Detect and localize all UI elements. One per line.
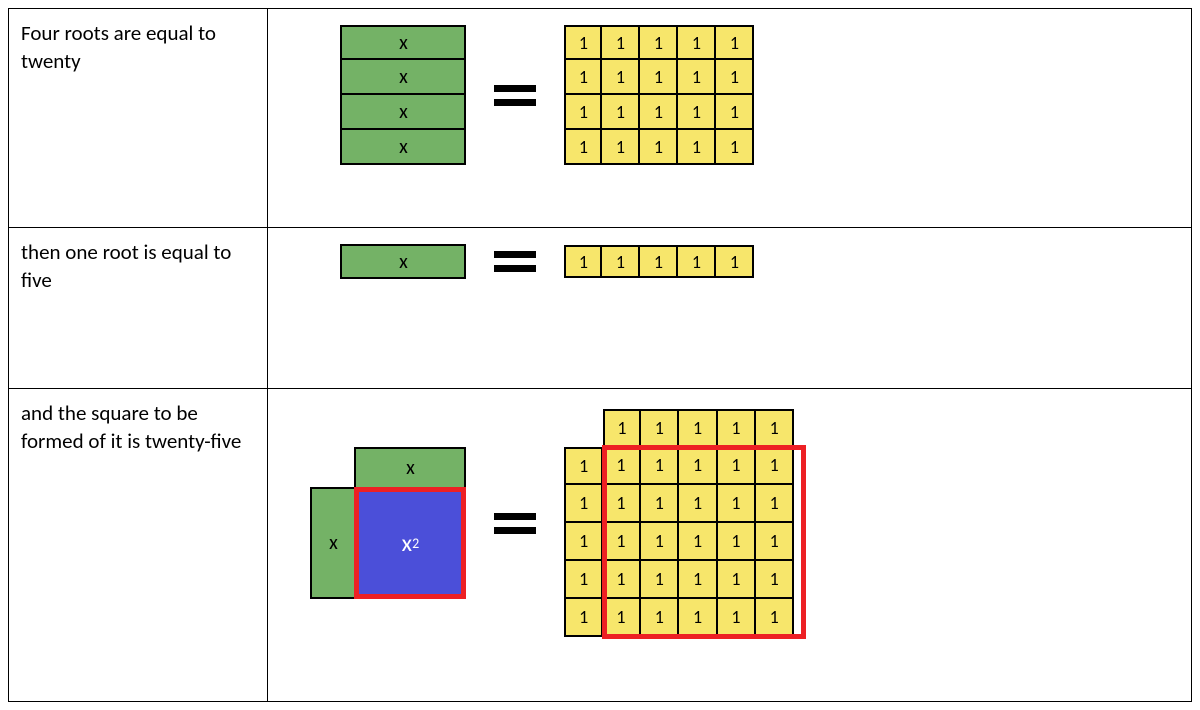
unit-tile: 1 [718,409,756,447]
row3-text-cell: and the square to be formed of it is twe… [9,389,268,702]
unit-tile: 1 [641,523,679,561]
unit-tile: 1 [564,523,602,561]
algebra-diagram-table: Four roots are equal to twenty xxxx11111… [8,8,1192,702]
unit-tile: 1 [756,409,794,447]
unit-tile: 1 [678,25,716,60]
unit-tile: 1 [602,130,640,165]
unit-tile: 1 [679,409,717,447]
row1-text: Four roots are equal to twenty [21,20,216,74]
unit-tile: 1 [564,447,602,485]
row3-diagram-cell: xxx211111111111111111111111111111111111 [268,389,1192,702]
unit-tile: 1 [679,523,717,561]
unit-tile: 1 [564,561,602,599]
x-tile: x [340,95,466,130]
unit-tile: 1 [603,447,641,485]
row-one-root: then one root is equal to five x11111 [9,228,1192,389]
unit-tile: 1 [602,60,640,95]
unit-tile: 1 [756,523,794,561]
row-four-roots: Four roots are equal to twenty xxxx11111… [9,9,1192,228]
unit-tile: 1 [640,60,678,95]
row2-diagram-cell: x11111 [268,228,1192,389]
unit-tile: 1 [718,561,756,599]
unit-tile: 1 [718,447,756,485]
row1-text-cell: Four roots are equal to twenty [9,9,268,228]
x-squared-construction: xxx2 [310,447,466,599]
row1-diagram-cell: xxxx11111111111111111111 [268,9,1192,228]
x-stack: xxxx [340,25,466,165]
unit-tile: 1 [602,95,640,130]
x-tile: x [310,487,354,599]
unit-tile: 1 [603,409,641,447]
unit-tile: 1 [603,523,641,561]
unit-tile: 1 [756,599,794,637]
row-square: and the square to be formed of it is twe… [9,389,1192,702]
unit-tile: 1 [718,523,756,561]
unit-tile: 1 [564,485,602,523]
unit-tile: 1 [756,447,794,485]
unit-tile: 1 [603,485,641,523]
x-tile: x [340,25,466,60]
unit-tile: 1 [564,599,602,637]
unit-tile: 1 [640,245,678,278]
unit-tile: 1 [716,60,754,95]
unit-tile: 1 [603,599,641,637]
unit-grid: 11111 [564,245,754,278]
unit-tile: 1 [716,95,754,130]
unit-tile: 1 [564,25,602,60]
unit-tile: 1 [564,60,602,95]
equals-icon [494,85,536,106]
unit-tile: 1 [718,599,756,637]
unit-tile: 1 [679,599,717,637]
unit-tile: 1 [602,245,640,278]
equals-icon [494,251,536,272]
unit-tile: 1 [716,245,754,278]
unit-tile: 1 [602,25,640,60]
unit-grid: 11111111111111111111 [564,25,754,165]
unit-tile: 1 [678,95,716,130]
unit-tile: 1 [679,561,717,599]
row3-text: and the square to be formed of it is twe… [21,400,241,454]
unit-tile: 1 [679,447,717,485]
unit-tile: 1 [756,561,794,599]
unit-tile: 1 [716,130,754,165]
unit-tile: 1 [678,60,716,95]
unit-tile: 1 [718,485,756,523]
unit-tile: 1 [640,95,678,130]
x-tile: x [340,130,466,165]
unit-tile: 1 [641,599,679,637]
x-tile: x [340,60,466,95]
unit-tile: 1 [564,245,602,278]
unit-tile: 1 [603,561,641,599]
x-tile: x [340,244,466,279]
unit-tile: 1 [641,485,679,523]
unit-tile: 1 [678,130,716,165]
unit-tile: 1 [716,25,754,60]
unit-tile: 1 [641,561,679,599]
unit-tile: 1 [564,95,602,130]
x-squared-tile: x2 [354,487,466,599]
equals-icon [494,513,536,534]
unit-tile: 1 [640,25,678,60]
unit-tile: 1 [640,130,678,165]
row2-text-cell: then one root is equal to five [9,228,268,389]
row2-text: then one root is equal to five [21,239,231,293]
unit-tile: 1 [641,447,679,485]
unit-tile: 1 [679,485,717,523]
unit-tile: 1 [678,245,716,278]
unit-tile: 1 [756,485,794,523]
x-tile: x [354,447,466,487]
unit-tile: 1 [641,409,679,447]
unit-tile: 1 [564,130,602,165]
unit-grid-25: 11111111111111111111111111111111111 [564,409,794,637]
